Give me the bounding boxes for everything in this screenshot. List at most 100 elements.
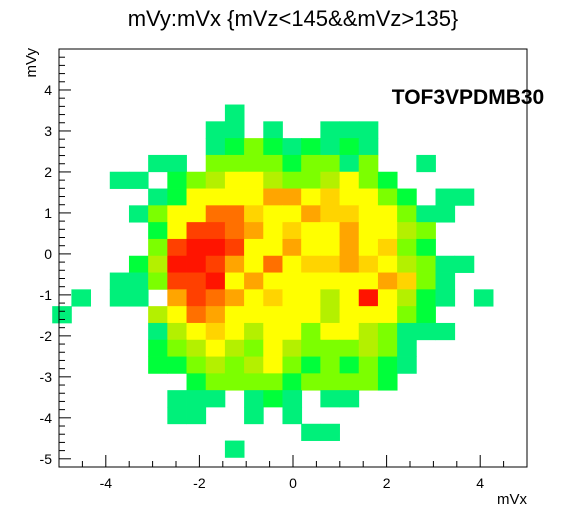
heatmap-cell (301, 306, 321, 324)
tick-labels: -4 -2 0 2 4 -5 -4 -3 -2 -1 0 1 2 3 4 (40, 82, 485, 491)
heatmap-cell (397, 238, 417, 257)
heatmap-cell (282, 138, 303, 156)
heatmap-cell (167, 390, 187, 408)
heatmap-cell (358, 322, 379, 341)
x-tick-label: 0 (289, 475, 297, 491)
heatmap-cell (377, 188, 398, 206)
heatmap-cell (205, 171, 226, 189)
heatmap-cell (282, 272, 303, 290)
heatmap-cell (224, 188, 245, 206)
heatmap-cell (224, 440, 245, 458)
heatmap-cell (186, 188, 207, 206)
heatmap-cell (416, 205, 436, 223)
heatmap-cell (205, 154, 226, 173)
heatmap-cell (148, 238, 168, 257)
heatmap-cell (244, 390, 264, 408)
heatmap-cell (282, 154, 303, 173)
heatmap-cell (301, 205, 321, 223)
heatmap-cell (358, 154, 379, 173)
heatmap-cell (109, 289, 130, 307)
heatmap-cell (148, 205, 168, 223)
heatmap-cell (224, 238, 245, 257)
heatmap-cell (339, 188, 360, 206)
heatmap-cell (377, 255, 398, 273)
heatmap-cell (205, 390, 226, 408)
heatmap-cell (282, 390, 303, 408)
heatmap-cell (339, 289, 360, 307)
heatmap-cell (224, 373, 245, 391)
heatmap-cell (128, 171, 149, 189)
heatmap-cell (224, 222, 245, 240)
heatmap-cell (339, 121, 360, 139)
heatmap-cell (358, 205, 379, 223)
heatmap-cell (128, 255, 149, 273)
heatmap-cell (435, 188, 456, 206)
heatmap-cell (167, 339, 187, 357)
heatmap-cell (128, 272, 149, 290)
heatmap-cell (435, 255, 456, 273)
heatmap-cell (244, 205, 264, 223)
heatmap-cell (320, 289, 340, 307)
heatmap-cell (339, 373, 360, 391)
heatmap-cell (186, 339, 207, 357)
x-tick-label: 2 (383, 475, 391, 491)
heatmap-cell (205, 289, 226, 307)
heatmap-cell (148, 306, 168, 324)
heatmap-cell (263, 322, 283, 341)
y-tick-label: 0 (44, 246, 52, 262)
heatmap-cell (244, 138, 264, 156)
heatmap-cell (205, 188, 226, 206)
y-tick-label: -2 (40, 328, 53, 344)
heatmap-cell (339, 238, 360, 257)
heatmap-cell (358, 373, 379, 391)
heatmap-cell (186, 373, 207, 391)
heatmap-cell (454, 188, 475, 206)
heatmap-cell (320, 188, 340, 206)
heatmap-cell (377, 205, 398, 223)
heatmap-cell (377, 306, 398, 324)
heatmap-cell (244, 356, 264, 374)
heatmap-cell (167, 356, 187, 374)
heatmap-cell (377, 272, 398, 290)
heatmap-cell (263, 222, 283, 240)
heatmap-cell (263, 121, 283, 139)
heatmap-cell (320, 356, 340, 374)
heatmap-cell (416, 306, 436, 324)
heatmap-cell (244, 171, 264, 189)
heatmap-cell (167, 154, 187, 173)
heatmap-cell (320, 154, 340, 173)
heatmap-cell (416, 289, 436, 307)
heatmap-cell (320, 121, 340, 139)
heatmap-cell (244, 222, 264, 240)
heatmap-cell (377, 356, 398, 374)
heatmap-cell (244, 255, 264, 273)
heatmap-cell (301, 289, 321, 307)
heatmap-cell (282, 373, 303, 391)
heatmap-cell (416, 272, 436, 290)
heatmap-cell (339, 205, 360, 223)
heatmap-cell (377, 171, 398, 189)
heatmap-cell (397, 322, 417, 341)
heatmap-cell (244, 373, 264, 391)
heatmap-cell (224, 138, 245, 156)
heatmap-cell (186, 306, 207, 324)
heatmap-cell (377, 373, 398, 391)
heatmap-cell (244, 289, 264, 307)
heatmap-cell (244, 306, 264, 324)
heatmap-cell (148, 188, 168, 206)
heatmap-cell (109, 272, 130, 290)
heatmap-cell (377, 289, 398, 307)
heatmap-cell (320, 306, 340, 324)
heatmap-cell (435, 289, 456, 307)
heatmap-cell (301, 272, 321, 290)
heatmap-cell (244, 188, 264, 206)
heatmap-cell (205, 138, 226, 156)
heatmap-cell (320, 222, 340, 240)
heatmap-cell (301, 154, 321, 173)
heatmap-cell (186, 222, 207, 240)
heatmap-cell (205, 121, 226, 139)
heatmap-cell (282, 171, 303, 189)
x-tick-label: -2 (193, 475, 206, 491)
heatmap-cell (377, 339, 398, 357)
